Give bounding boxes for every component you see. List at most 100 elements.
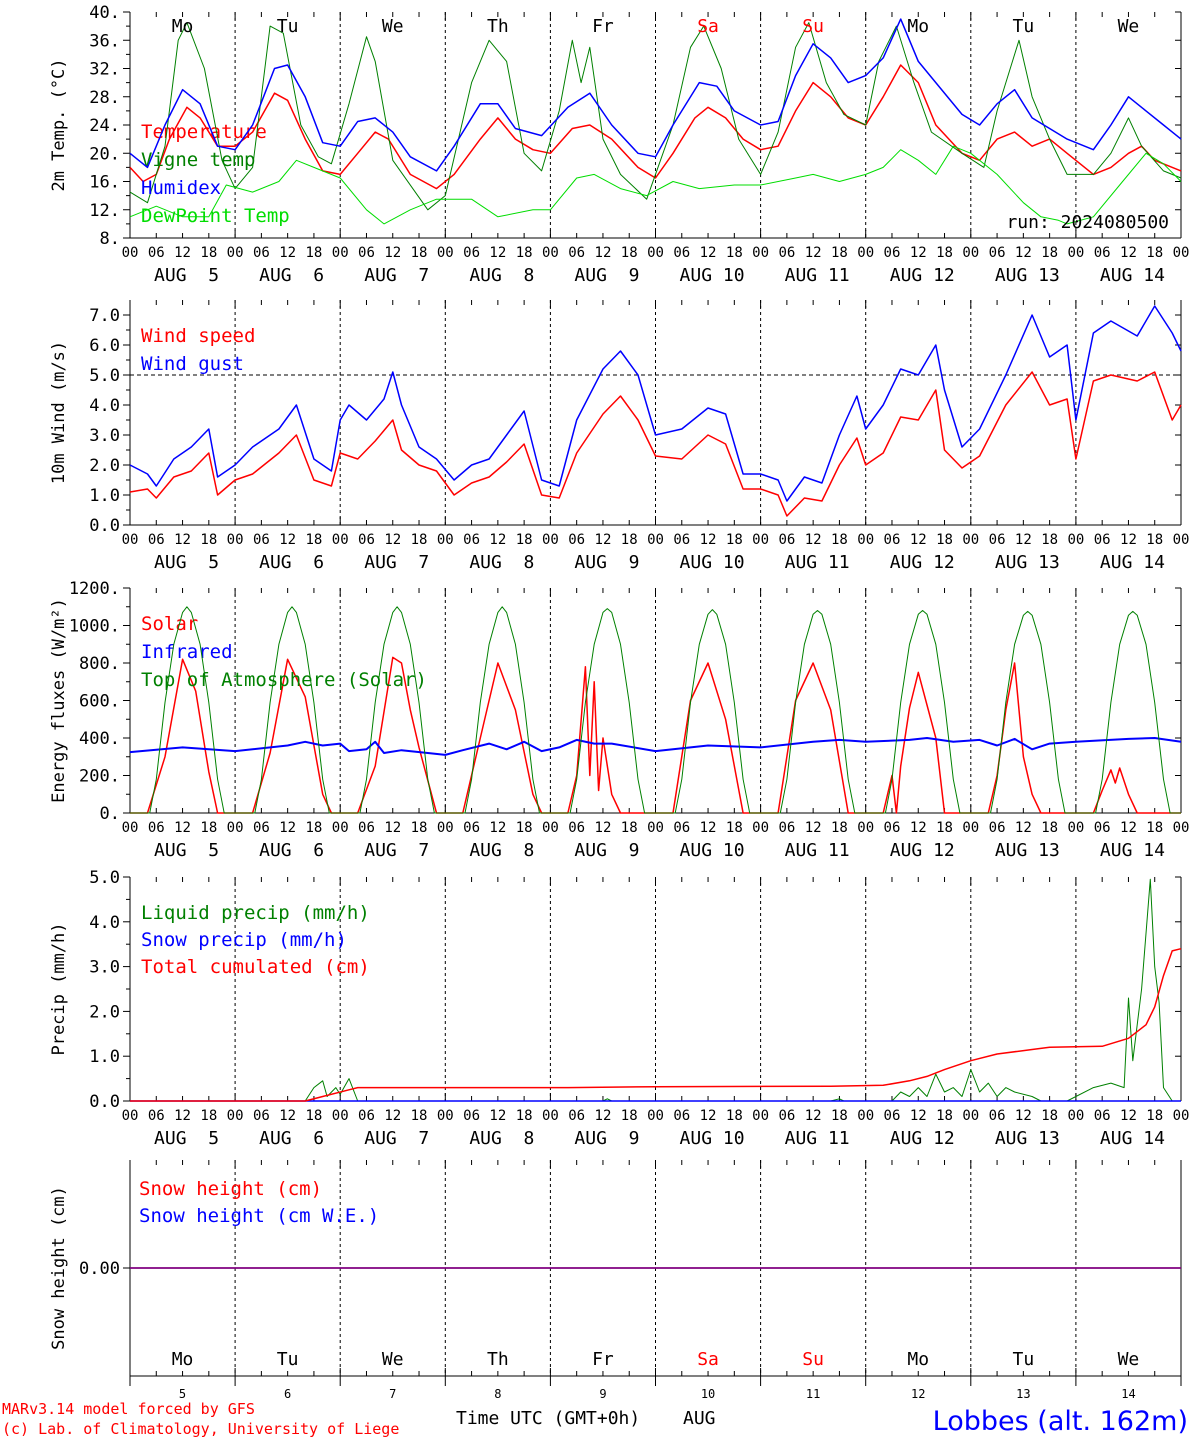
hour-tick-label: 06 <box>778 820 795 836</box>
legend-entry: Vigne temp <box>141 149 255 171</box>
hour-tick-label: 12 <box>174 820 191 836</box>
day-number-label: 6 <box>284 1387 291 1401</box>
hour-tick-label: 12 <box>805 1108 822 1124</box>
hour-tick-label: 18 <box>1041 1108 1058 1124</box>
hour-tick-label: 06 <box>463 532 480 548</box>
hour-tick-label: 00 <box>857 820 874 836</box>
hour-tick-label: 12 <box>595 820 612 836</box>
weekday-label: Sa <box>697 1349 719 1370</box>
hour-tick-label: 00 <box>1067 820 1084 836</box>
day-date-label: AUG 6 <box>259 1128 324 1149</box>
legend-entry: Total cumulated (cm) <box>141 956 370 978</box>
y-tick-label: 6.0 <box>89 336 120 356</box>
y-tick-label: 2.0 <box>89 1002 120 1022</box>
day-date-label: AUG 9 <box>574 840 639 861</box>
hour-tick-label: 06 <box>884 245 901 261</box>
day-number-label: 9 <box>599 1387 606 1401</box>
day-date-label: AUG 6 <box>259 552 324 573</box>
hour-tick-label: 12 <box>1120 1108 1137 1124</box>
hour-tick-label: 00 <box>647 532 664 548</box>
hour-tick-label: 06 <box>673 820 690 836</box>
y-tick-label: 28. <box>89 88 120 108</box>
hour-tick-label: 18 <box>516 245 533 261</box>
hour-tick-label: 00 <box>542 532 559 548</box>
day-date-label: AUG 9 <box>574 265 639 286</box>
weekday-label: Su <box>802 1349 824 1370</box>
weekday-label: Tu <box>277 16 299 37</box>
day-date-label: AUG 12 <box>890 552 955 573</box>
credit-line-2: (c) Lab. of Climatology, University of L… <box>2 1420 399 1438</box>
hour-tick-label: 18 <box>936 532 953 548</box>
hour-tick-label: 12 <box>700 532 717 548</box>
hour-tick-label: 06 <box>253 1108 270 1124</box>
series-line-wind-gust <box>129 305 1182 502</box>
weekday-label: Sa <box>697 16 719 37</box>
hour-tick-label: 00 <box>1173 820 1190 836</box>
day-date-label: AUG 5 <box>154 840 219 861</box>
hour-tick-label: 18 <box>1146 1108 1163 1124</box>
y-tick-label: 20. <box>89 144 120 164</box>
hour-tick-label: 06 <box>568 532 585 548</box>
hour-tick-label: 12 <box>489 1108 506 1124</box>
y-tick-label: 0. <box>100 804 120 824</box>
series-line-vigne-temp <box>129 22 1182 211</box>
hour-tick-label: 18 <box>1041 532 1058 548</box>
y-tick-label: 7.0 <box>89 306 120 326</box>
panel-wind: 0.0 1.0 2.0 3.0 4.0 5.0 6.0 7.0 10m Wind (m/s) Wi… <box>49 300 1189 573</box>
day-date-label: AUG 12 <box>890 265 955 286</box>
hour-tick-label: 00 <box>857 1108 874 1124</box>
hour-tick-label: 00 <box>752 245 769 261</box>
hour-tick-label: 00 <box>542 820 559 836</box>
day-date-label: AUG 12 <box>890 840 955 861</box>
weekday-label: Su <box>802 16 824 37</box>
day-date-label: AUG 10 <box>680 840 745 861</box>
hour-tick-label: 18 <box>200 1108 217 1124</box>
hour-tick-label: 06 <box>1094 820 1111 836</box>
day-date-label: AUG 6 <box>259 265 324 286</box>
hour-tick-label: 06 <box>989 532 1006 548</box>
hour-tick-label: 18 <box>726 820 743 836</box>
hour-tick-label: 18 <box>621 820 638 836</box>
hour-tick-label: 18 <box>936 820 953 836</box>
hour-tick-label: 18 <box>1041 245 1058 261</box>
panel-snow: 0.00 Snow height (cm) Snow height (cm) Snow… <box>49 1160 1182 1401</box>
hour-tick-label: 12 <box>1015 532 1032 548</box>
hour-tick-label: 00 <box>647 245 664 261</box>
hour-tick-label: 00 <box>752 820 769 836</box>
y-tick-label: 16. <box>89 173 120 193</box>
hour-tick-label: 06 <box>463 1108 480 1124</box>
day-date-label: AUG 10 <box>680 265 745 286</box>
hour-tick-label: 18 <box>726 245 743 261</box>
legend-entry: Humidex <box>141 177 221 199</box>
hour-tick-label: 06 <box>1094 1108 1111 1124</box>
hour-tick-label: 00 <box>437 820 454 836</box>
day-date-label: AUG 13 <box>995 840 1060 861</box>
day-date-label: AUG 7 <box>364 265 429 286</box>
weekday-label: We <box>382 1349 404 1370</box>
hour-tick-label: 18 <box>726 1108 743 1124</box>
hour-tick-label: 12 <box>279 245 296 261</box>
hour-tick-label: 18 <box>411 820 428 836</box>
series-line-temperature <box>129 64 1182 190</box>
credit-line-1: MARv3.14 model forced by GFS <box>2 1400 255 1418</box>
hour-tick-label: 00 <box>122 245 139 261</box>
panel-precip: 0.0 1.0 2.0 3.0 4.0 5.0 Precip (mm/h) Liquid pr… <box>49 868 1189 1149</box>
hour-tick-label: 12 <box>910 820 927 836</box>
hour-tick-label: 00 <box>332 245 349 261</box>
y-tick-label: 800. <box>79 654 120 674</box>
weekday-label: Tu <box>1013 1349 1035 1370</box>
hour-tick-label: 00 <box>1173 1108 1190 1124</box>
hour-tick-label: 00 <box>962 820 979 836</box>
hour-tick-label: 18 <box>621 245 638 261</box>
hour-tick-label: 00 <box>542 1108 559 1124</box>
day-date-label: AUG 9 <box>574 1128 639 1149</box>
hour-tick-label: 18 <box>200 245 217 261</box>
hour-tick-label: 06 <box>884 532 901 548</box>
day-date-label: AUG 11 <box>785 552 850 573</box>
day-date-label: AUG 7 <box>364 1128 429 1149</box>
y-tick-label: 0.0 <box>89 516 120 536</box>
day-date-label: AUG 10 <box>680 552 745 573</box>
hour-tick-label: 18 <box>411 245 428 261</box>
location-title: Lobbes (alt. 162m) <box>933 1406 1188 1437</box>
day-date-label: AUG 12 <box>890 1128 955 1149</box>
